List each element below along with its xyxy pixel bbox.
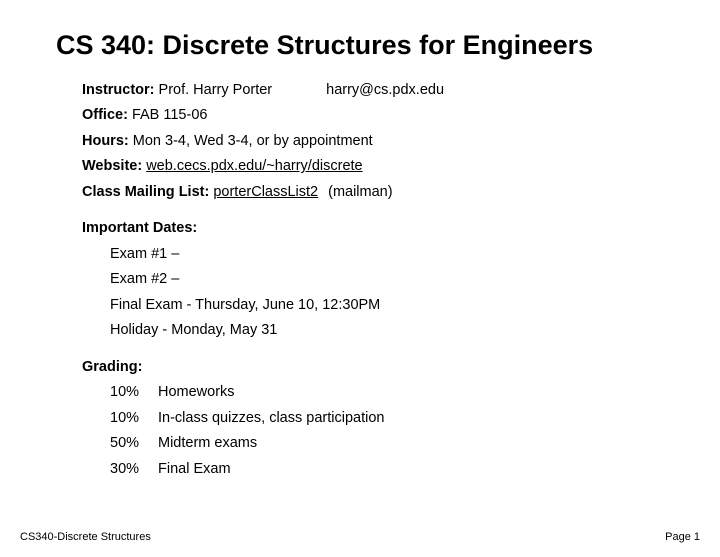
grade-desc: Homeworks <box>158 381 235 403</box>
dates-header: Important Dates: <box>82 217 664 239</box>
grade-desc: Midterm exams <box>158 432 257 454</box>
list-item: Final Exam - Thursday, June 10, 12:30PM <box>110 294 664 316</box>
list-item: 10%Homeworks <box>110 381 664 403</box>
grading-header-label: Grading: <box>82 359 142 375</box>
list-item: 30%Final Exam <box>110 458 664 480</box>
website-row: Website: web.cecs.pdx.edu/~harry/discret… <box>82 155 664 177</box>
dates-header-label: Important Dates: <box>82 220 197 236</box>
mailing-row: Class Mailing List: porterClassList2 (mai… <box>82 181 664 203</box>
hours-value: Mon 3-4, Wed 3-4, or by appointment <box>129 133 373 149</box>
grading-list: 10%Homeworks 10%In-class quizzes, class … <box>82 381 664 480</box>
footer-right: Page 1 <box>665 531 700 543</box>
instructor-row: Instructor: Prof. Harry Porter harry@cs.p… <box>82 79 664 101</box>
office-row: Office: FAB 115-06 <box>82 104 664 126</box>
instructor-email: harry@cs.pdx.edu <box>326 79 444 101</box>
website-link[interactable]: web.cecs.pdx.edu/~harry/discrete <box>146 158 362 174</box>
website-label: Website: <box>82 158 142 174</box>
instructor-label: Instructor: <box>82 82 155 98</box>
list-item: 10%In-class quizzes, class participation <box>110 407 664 429</box>
office-value: FAB 115-06 <box>128 107 208 123</box>
mailing-label: Class Mailing List: <box>82 184 209 200</box>
mailing-link[interactable]: porterClassList2 <box>213 184 318 200</box>
list-item: Exam #2 – <box>110 268 664 290</box>
grade-pct: 30% <box>110 458 158 480</box>
list-item: Exam #1 – <box>110 243 664 265</box>
content-block: Instructor: Prof. Harry Porter harry@cs.p… <box>56 79 664 480</box>
grade-desc: Final Exam <box>158 458 231 480</box>
hours-label: Hours: <box>82 133 129 149</box>
list-item: Holiday - Monday, May 31 <box>110 319 664 341</box>
mailing-note: (mailman) <box>328 184 392 200</box>
hours-row: Hours: Mon 3-4, Wed 3-4, or by appointme… <box>82 130 664 152</box>
page-title: CS 340: Discrete Structures for Engineer… <box>56 30 664 61</box>
footer: CS340-Discrete Structures Page 1 <box>20 531 700 543</box>
grade-desc: In-class quizzes, class participation <box>158 407 384 429</box>
grade-pct: 50% <box>110 432 158 454</box>
grade-pct: 10% <box>110 407 158 429</box>
grade-pct: 10% <box>110 381 158 403</box>
footer-left: CS340-Discrete Structures <box>20 531 151 543</box>
office-label: Office: <box>82 107 128 123</box>
list-item: 50%Midterm exams <box>110 432 664 454</box>
grading-header: Grading: <box>82 356 664 378</box>
instructor-name: Prof. Harry Porter <box>155 82 273 98</box>
dates-list: Exam #1 – Exam #2 – Final Exam - Thursda… <box>82 243 664 342</box>
